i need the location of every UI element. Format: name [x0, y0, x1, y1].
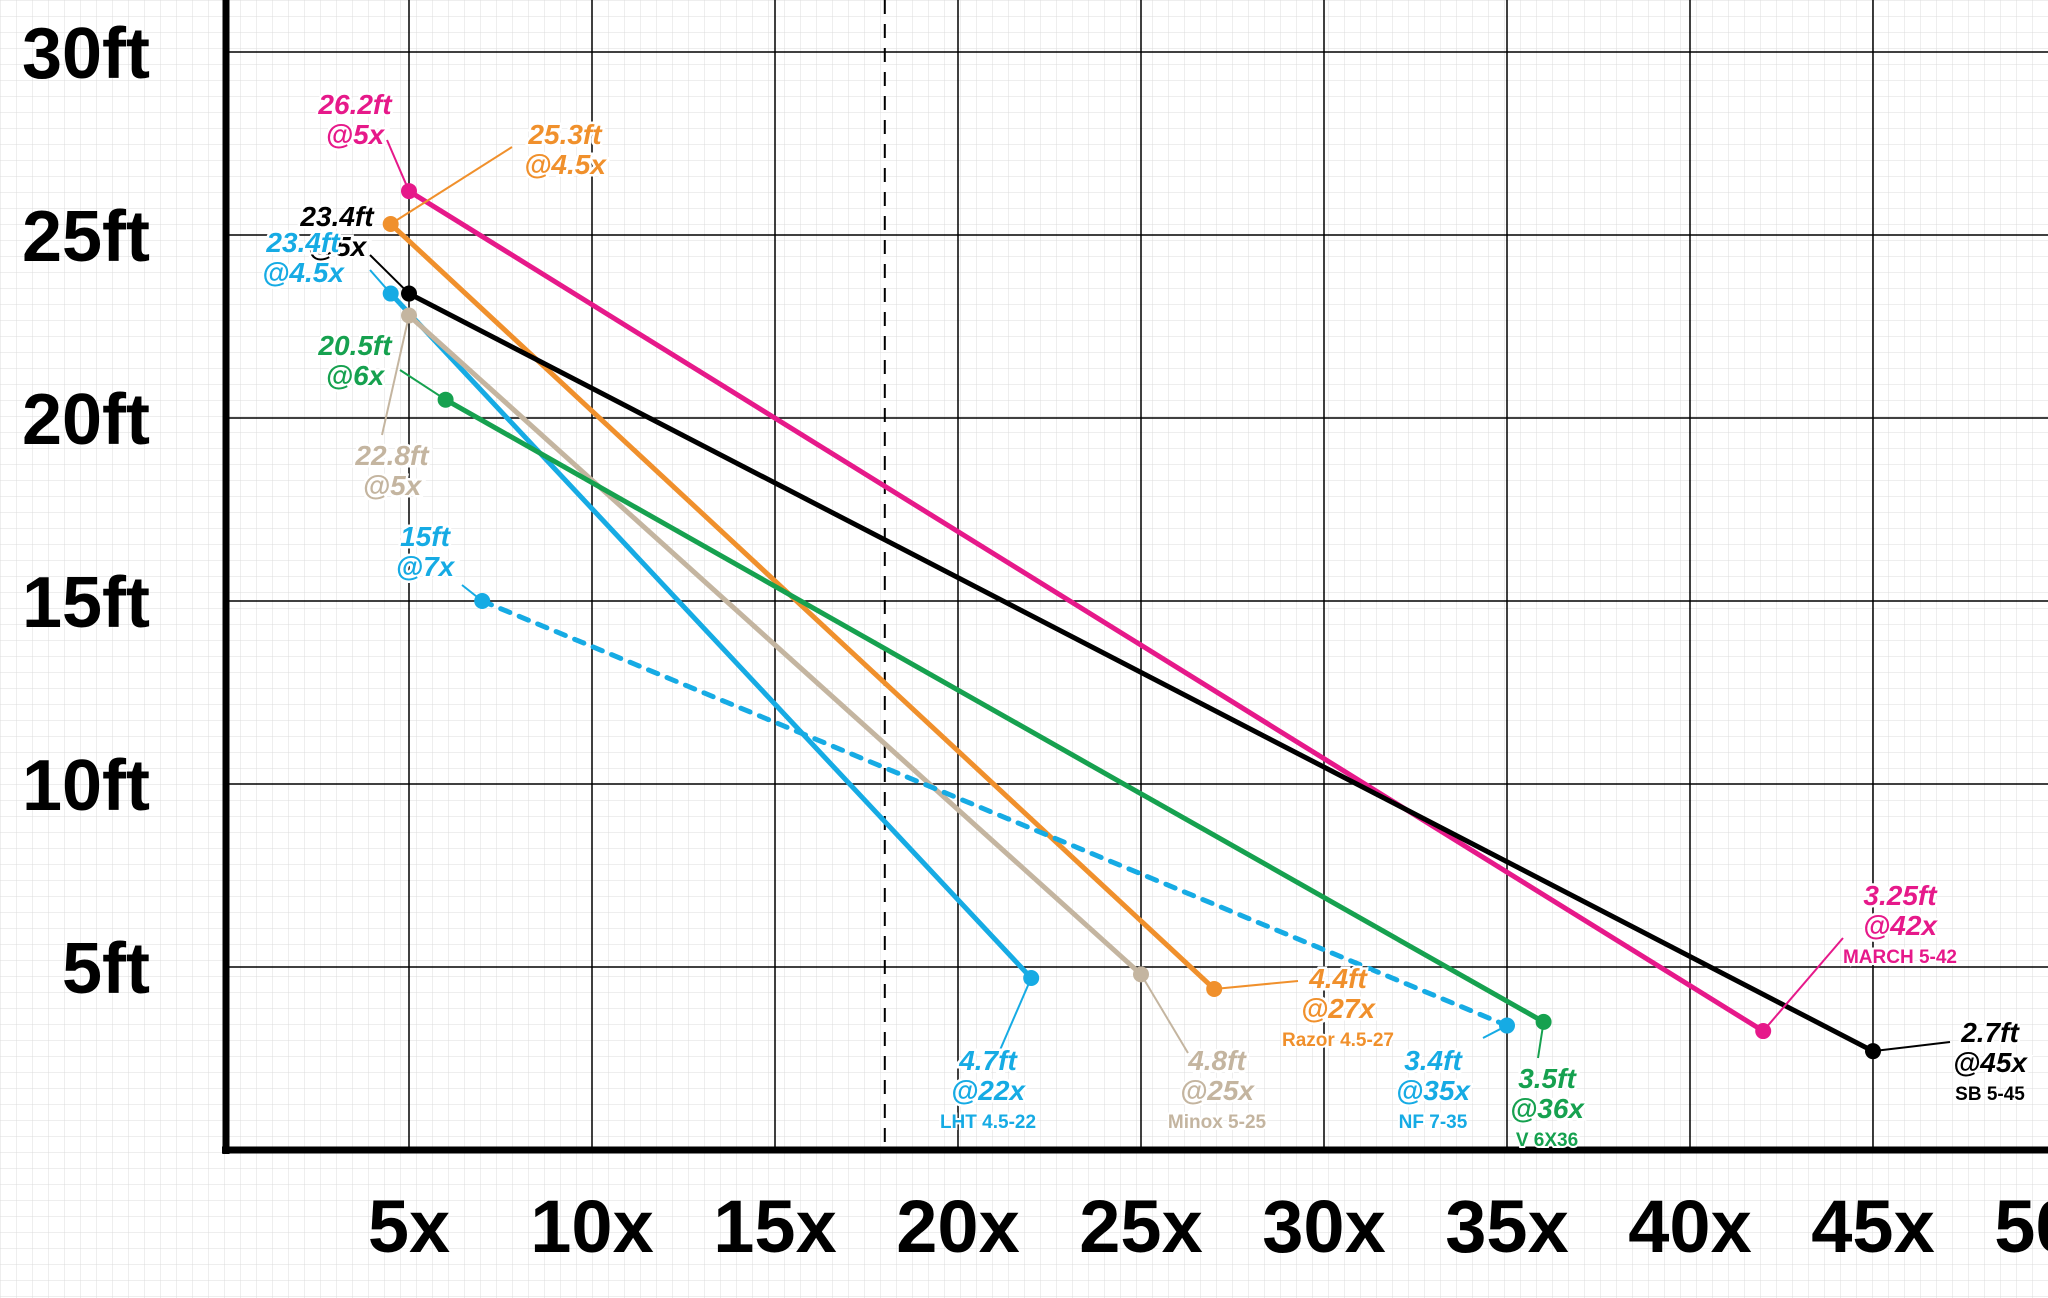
- data-label-magnification: @22x: [951, 1075, 1026, 1106]
- data-label-value: 4.8ft: [1187, 1045, 1247, 1076]
- series-line: [406, 313, 1144, 977]
- data-label-value: 20.5ft: [317, 330, 393, 361]
- data-label-magnification: @5x: [326, 119, 386, 150]
- label-leader-line: [1140, 973, 1189, 1054]
- x-tick-label: 30x: [1262, 1185, 1385, 1268]
- x-tick-label: 20x: [896, 1185, 1019, 1268]
- series-name-label: NF 7-35: [1399, 1112, 1468, 1133]
- label-leader-line: [996, 977, 1033, 1058]
- major-gridlines: [226, 0, 2048, 1150]
- y-tick-label: 25ft: [22, 197, 150, 277]
- x-tick-label: 45x: [1811, 1185, 1934, 1268]
- x-tick-label: 15x: [713, 1185, 836, 1268]
- data-label-value: 3.4ft: [1404, 1045, 1463, 1076]
- series-line: [388, 221, 1217, 992]
- series-lines: [382, 183, 1881, 1060]
- series-name-label: SB 5-45: [1955, 1084, 2025, 1105]
- label-leader-line: [386, 139, 410, 192]
- data-label-magnification: @5x: [363, 470, 423, 501]
- data-label-value: 23.4ft: [299, 201, 375, 232]
- data-label-magnification: @45x: [1953, 1047, 2028, 1078]
- data-label-magnification: @4.5x: [262, 257, 345, 288]
- y-tick-label: 15ft: [22, 563, 150, 643]
- series-line: [443, 397, 1547, 1025]
- label-leader-line: [1762, 937, 1844, 1032]
- data-label-magnification: @4.5x: [524, 149, 607, 180]
- label-leader-line: [381, 315, 410, 436]
- x-tick-label: 25x: [1079, 1185, 1202, 1268]
- y-tick-label: 30ft: [22, 14, 150, 94]
- data-label-value: 2.7ft: [1960, 1017, 2020, 1048]
- tick-labels: 5x 10x 15x 20x 25x 30x 35x 40x 45x 50x 5ft 10ft 15ft…: [22, 14, 2048, 1268]
- x-tick-label: 10x: [530, 1185, 653, 1268]
- label-leader-line: [369, 269, 392, 295]
- data-label-magnification: @42x: [1863, 910, 1938, 941]
- x-tick-label: 40x: [1628, 1185, 1751, 1268]
- label-leader-line: [1537, 1021, 1545, 1059]
- data-label-value: 25.3ft: [527, 119, 603, 150]
- data-label-magnification: @25x: [1180, 1075, 1255, 1106]
- series-name-label: Razor 4.5-27: [1282, 1030, 1394, 1051]
- series-line: [479, 598, 1510, 1029]
- series-name-label: Minox 5-25: [1168, 1112, 1267, 1133]
- label-leader-line: [1482, 1024, 1508, 1039]
- data-label-value: 15ft: [400, 521, 451, 552]
- y-tick-label: 20ft: [22, 380, 150, 460]
- x-tick-label: 35x: [1445, 1185, 1568, 1268]
- data-label-value: 22.8ft: [354, 440, 430, 471]
- series-name-label: MARCH 5-42: [1843, 947, 1957, 968]
- data-label-magnification: @27x: [1301, 993, 1376, 1024]
- data-label-magnification: @7x: [396, 551, 456, 582]
- label-leader-line: [390, 146, 513, 225]
- data-label-magnification: @35x: [1396, 1075, 1471, 1106]
- series-name-label: V 6X36: [1516, 1130, 1578, 1151]
- series-name-label: LHT 4.5-22: [940, 1112, 1036, 1133]
- label-leader-line: [369, 254, 410, 295]
- series-line: [406, 291, 1876, 1054]
- data-label-value: 3.25ft: [1863, 880, 1938, 911]
- label-leader-line: [399, 369, 447, 401]
- series-line: [388, 291, 1034, 981]
- x-tick-label: 50x: [1994, 1185, 2048, 1268]
- data-label-value: 4.7ft: [958, 1045, 1018, 1076]
- label-leader-line: [461, 584, 483, 602]
- x-tick-label: 5x: [368, 1185, 450, 1268]
- data-label-magnification: @6x: [326, 360, 386, 391]
- data-label-value: 26.2ft: [317, 89, 393, 120]
- data-label-value: 4.4ft: [1308, 963, 1368, 994]
- y-tick-label: 5ft: [62, 929, 150, 1009]
- axes: [222, 0, 2048, 1154]
- data-label-value: 23.4ft: [265, 227, 341, 258]
- data-label-magnification: @36x: [1510, 1093, 1585, 1124]
- series-line: [406, 188, 1766, 1034]
- label-leader-line: [1872, 1041, 1951, 1053]
- label-leader-line: [1214, 980, 1299, 990]
- data-label-magnification: @5x: [308, 231, 368, 262]
- data-label-value: 3.5ft: [1518, 1063, 1577, 1094]
- y-tick-label: 10ft: [22, 746, 150, 826]
